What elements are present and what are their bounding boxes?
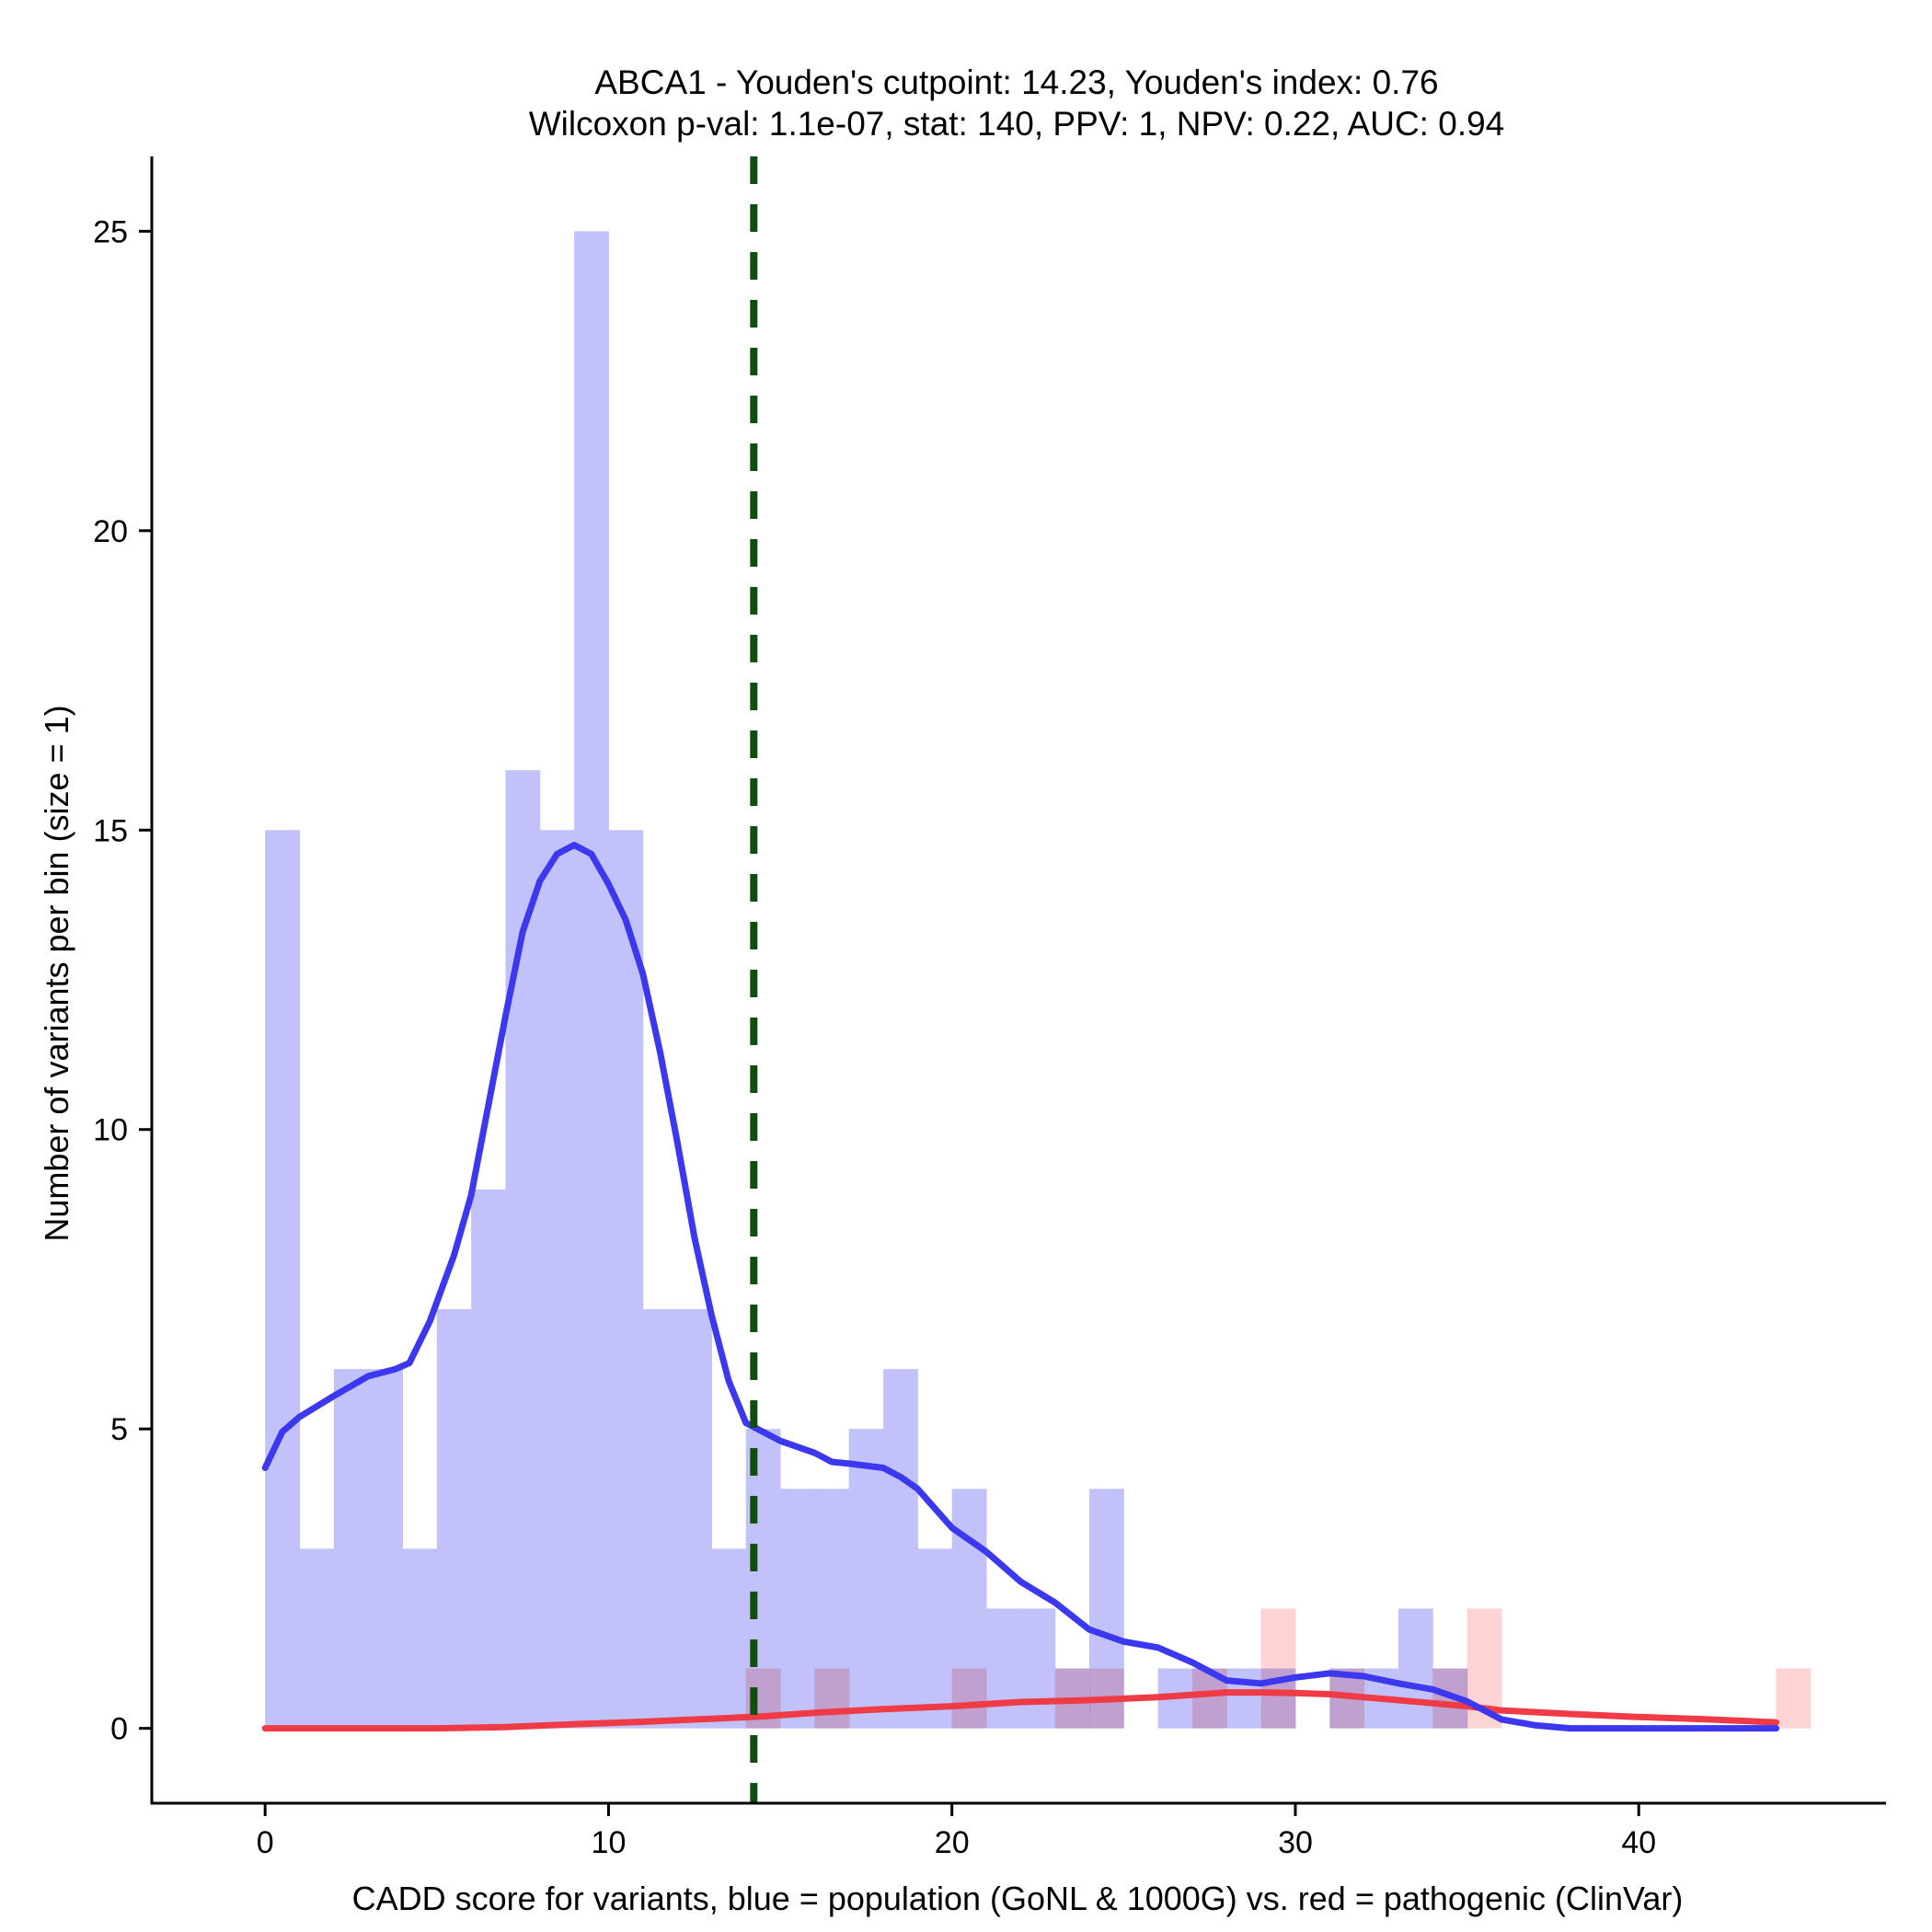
pathogenic-bar bbox=[1776, 1668, 1811, 1729]
x-tick-label: 20 bbox=[935, 1825, 970, 1860]
population-bar bbox=[711, 1548, 747, 1729]
population-bar bbox=[539, 830, 575, 1729]
x-tick-label: 0 bbox=[257, 1825, 274, 1860]
population-bar bbox=[883, 1369, 918, 1729]
population-bar bbox=[986, 1608, 1021, 1729]
population-bar bbox=[677, 1309, 712, 1729]
population-bars bbox=[265, 231, 1468, 1729]
y-axis-ticks: 0 5 10 15 20 25 bbox=[93, 214, 152, 1747]
population-bar bbox=[299, 1548, 335, 1729]
pathogenic-bar bbox=[814, 1668, 850, 1729]
y-tick-label: 20 bbox=[93, 514, 128, 549]
population-bar bbox=[642, 1309, 678, 1729]
population-bar bbox=[436, 1309, 472, 1729]
population-bar bbox=[1226, 1668, 1262, 1729]
population-bar bbox=[780, 1489, 815, 1729]
population-bar bbox=[848, 1429, 884, 1729]
y-tick-label: 25 bbox=[93, 214, 128, 249]
x-axis-title: CADD score for variants, blue = populati… bbox=[352, 1880, 1684, 1917]
population-bar bbox=[574, 231, 609, 1729]
chart-subtitle: Wilcoxon p-val: 1.1e-07, stat: 140, PPV:… bbox=[529, 105, 1505, 143]
population-bar bbox=[1020, 1608, 1056, 1729]
population-bar bbox=[1397, 1608, 1433, 1729]
pathogenic-bar bbox=[1260, 1608, 1296, 1729]
axes bbox=[150, 156, 1886, 1805]
population-density-line bbox=[261, 842, 1780, 1732]
population-bar bbox=[402, 1548, 438, 1729]
x-tick-label: 40 bbox=[1621, 1825, 1656, 1860]
population-bar bbox=[608, 830, 644, 1729]
pathogenic-density-line bbox=[261, 1689, 1780, 1732]
population-bar bbox=[368, 1369, 403, 1729]
x-tick-label: 30 bbox=[1278, 1825, 1313, 1860]
population-bar bbox=[505, 770, 541, 1729]
population-bar bbox=[471, 1189, 506, 1729]
y-tick-label: 0 bbox=[110, 1712, 128, 1747]
density-curves bbox=[261, 842, 1780, 1732]
population-bar bbox=[917, 1548, 953, 1729]
y-tick-label: 15 bbox=[93, 813, 128, 848]
population-bar bbox=[265, 830, 301, 1729]
pathogenic-bar bbox=[951, 1668, 987, 1729]
y-tick-label: 5 bbox=[110, 1412, 128, 1447]
population-bar bbox=[333, 1369, 369, 1729]
x-axis-ticks: 0 10 20 30 40 bbox=[257, 1803, 1656, 1860]
x-tick-label: 10 bbox=[592, 1825, 627, 1860]
y-tick-label: 10 bbox=[93, 1113, 128, 1148]
y-axis-title: Number of variants per bin (size = 1) bbox=[38, 705, 75, 1241]
chart-title: ABCA1 - Youden's cutpoint: 14.23, Youden… bbox=[594, 63, 1438, 101]
